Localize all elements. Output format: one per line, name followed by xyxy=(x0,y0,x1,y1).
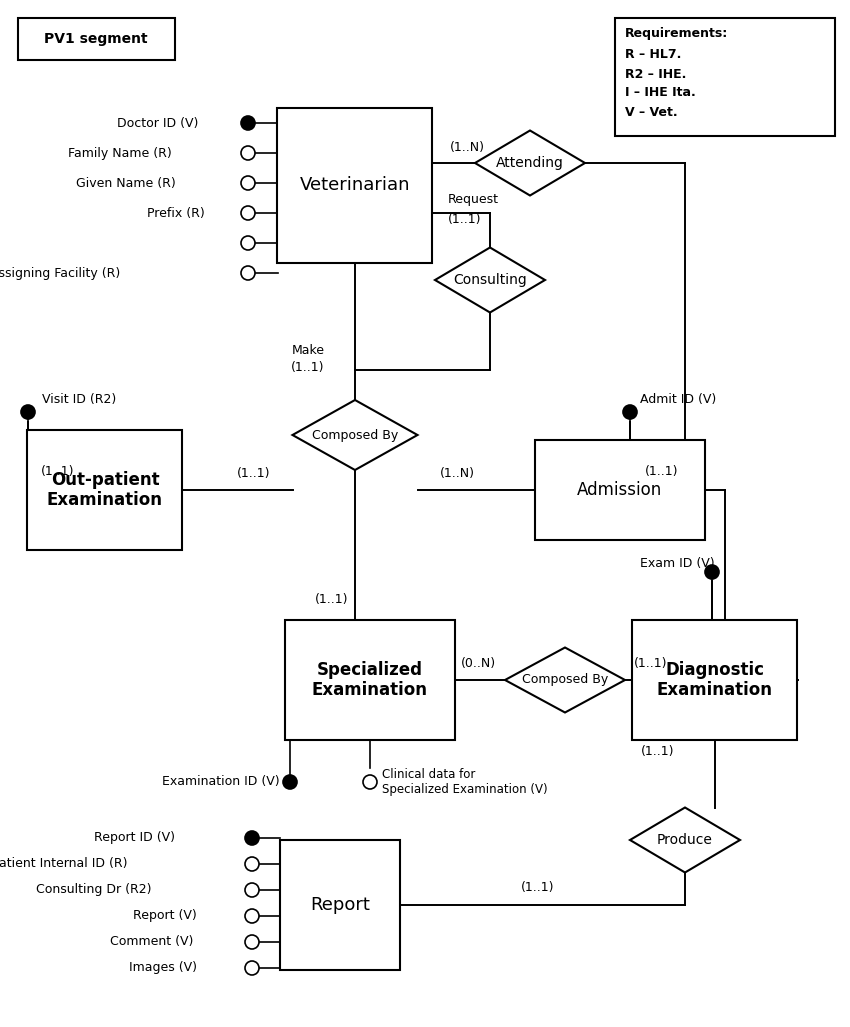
Polygon shape xyxy=(292,400,417,470)
Circle shape xyxy=(241,146,255,160)
Text: I – IHE Ita.: I – IHE Ita. xyxy=(625,86,696,100)
Text: Admission: Admission xyxy=(577,481,663,499)
Circle shape xyxy=(241,176,255,190)
Text: (1..1): (1..1) xyxy=(315,594,348,607)
Polygon shape xyxy=(435,248,545,312)
Bar xyxy=(285,620,455,740)
Text: PV1 segment: PV1 segment xyxy=(44,32,148,46)
Text: (0..N): (0..N) xyxy=(461,657,496,671)
Text: Examination ID (V): Examination ID (V) xyxy=(162,775,280,789)
Text: Requirements:: Requirements: xyxy=(625,28,728,40)
Circle shape xyxy=(245,909,259,923)
Text: (1..1): (1..1) xyxy=(236,467,270,481)
Text: (1..1): (1..1) xyxy=(292,362,325,375)
Circle shape xyxy=(623,405,637,419)
Text: Admit ID (V): Admit ID (V) xyxy=(640,393,717,407)
Text: Request: Request xyxy=(448,193,499,206)
Bar xyxy=(280,840,400,969)
Text: (1..1): (1..1) xyxy=(645,465,679,479)
Text: Attending: Attending xyxy=(496,156,564,170)
Text: Specialized
Examination: Specialized Examination xyxy=(312,660,428,699)
Text: (1..N): (1..N) xyxy=(450,142,485,154)
Text: Report ID (V): Report ID (V) xyxy=(94,832,175,844)
Text: Patient Internal ID (R): Patient Internal ID (R) xyxy=(0,858,128,871)
Text: (1..1): (1..1) xyxy=(521,881,555,895)
Text: (1..1): (1..1) xyxy=(634,657,667,671)
Circle shape xyxy=(283,775,297,789)
Text: Composed By: Composed By xyxy=(522,674,608,686)
Text: Visit ID (R2): Visit ID (R2) xyxy=(42,393,116,407)
Text: V – Vet.: V – Vet. xyxy=(625,106,677,118)
Text: Prefix (R): Prefix (R) xyxy=(147,206,205,220)
Text: (1..1): (1..1) xyxy=(42,465,75,479)
Text: (1..1): (1..1) xyxy=(448,214,481,227)
Text: Consulting Dr (R2): Consulting Dr (R2) xyxy=(37,883,152,897)
Bar xyxy=(535,440,705,540)
Text: Diagnostic
Examination: Diagnostic Examination xyxy=(657,660,773,699)
Polygon shape xyxy=(505,647,625,713)
Text: Images (V): Images (V) xyxy=(129,961,197,975)
Text: Report: Report xyxy=(310,896,370,914)
Circle shape xyxy=(21,405,35,419)
Text: (1..1): (1..1) xyxy=(641,746,675,759)
Text: Doctor ID (V): Doctor ID (V) xyxy=(116,116,198,129)
Circle shape xyxy=(705,565,719,579)
Circle shape xyxy=(241,116,255,130)
Text: Clinical data for
Specialized Examination (V): Clinical data for Specialized Examinatio… xyxy=(382,768,547,796)
Text: Out-patient
Examination: Out-patient Examination xyxy=(47,470,163,509)
Polygon shape xyxy=(475,130,585,195)
Text: Comment (V): Comment (V) xyxy=(110,936,193,949)
Circle shape xyxy=(245,831,259,845)
Bar xyxy=(632,620,797,740)
Text: Family Name (R): Family Name (R) xyxy=(68,147,172,159)
Circle shape xyxy=(241,236,255,250)
Text: Produce: Produce xyxy=(657,833,713,847)
Circle shape xyxy=(245,883,259,897)
Polygon shape xyxy=(630,807,740,873)
Text: Veterinarian: Veterinarian xyxy=(300,176,411,194)
Bar xyxy=(277,108,433,263)
Circle shape xyxy=(363,775,377,789)
Circle shape xyxy=(245,961,259,975)
Text: R2 – IHE.: R2 – IHE. xyxy=(625,68,686,80)
Text: Consulting: Consulting xyxy=(453,273,527,287)
Text: Given Name (R): Given Name (R) xyxy=(76,177,176,190)
Circle shape xyxy=(245,857,259,871)
Text: Report (V): Report (V) xyxy=(133,910,197,922)
Text: Exam ID (V): Exam ID (V) xyxy=(640,558,715,571)
Text: Assigning Facility (R): Assigning Facility (R) xyxy=(0,266,120,279)
Text: Composed By: Composed By xyxy=(312,428,398,442)
Bar xyxy=(27,430,183,550)
Bar xyxy=(615,18,835,136)
Text: (1..N): (1..N) xyxy=(440,467,475,481)
Circle shape xyxy=(241,266,255,280)
Text: Make: Make xyxy=(292,343,325,356)
Bar xyxy=(18,18,175,60)
Circle shape xyxy=(241,206,255,220)
Text: R – HL7.: R – HL7. xyxy=(625,48,682,62)
Circle shape xyxy=(245,935,259,949)
